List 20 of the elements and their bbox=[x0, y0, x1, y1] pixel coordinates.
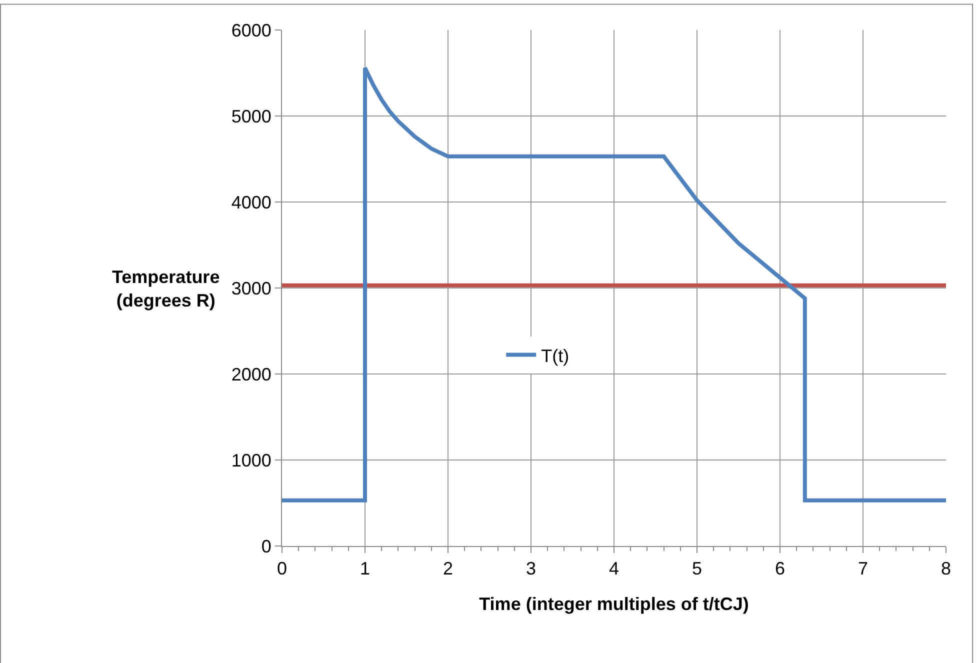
y-tick-label: 2000 bbox=[231, 364, 272, 384]
legend-label: T(t) bbox=[541, 346, 570, 366]
x-tick-label: 3 bbox=[526, 558, 536, 579]
y-tick-label: 1000 bbox=[231, 450, 272, 470]
x-axis-title: Time (integer multiples of t/tCJ) bbox=[479, 594, 749, 614]
x-tick-label: 6 bbox=[774, 558, 786, 579]
x-tick-label: 5 bbox=[692, 558, 702, 579]
x-tick-label: 7 bbox=[858, 558, 868, 579]
y-tick-label: 6000 bbox=[231, 20, 272, 40]
x-tick-label: 8 bbox=[940, 558, 952, 579]
x-tick-label: 1 bbox=[360, 558, 370, 579]
y-tick-label: 0 bbox=[261, 536, 272, 556]
x-tick-label: 0 bbox=[276, 558, 288, 579]
line-series bbox=[282, 66, 946, 502]
y-tick-label: 5000 bbox=[231, 106, 272, 126]
x-tick-label: 4 bbox=[608, 558, 620, 579]
x-tick-label: 2 bbox=[442, 558, 454, 579]
y-tick-label: 3000 bbox=[231, 278, 272, 298]
y-tick-label: 4000 bbox=[231, 192, 272, 212]
y-axis-title: Temperature (degrees R) bbox=[112, 267, 220, 310]
